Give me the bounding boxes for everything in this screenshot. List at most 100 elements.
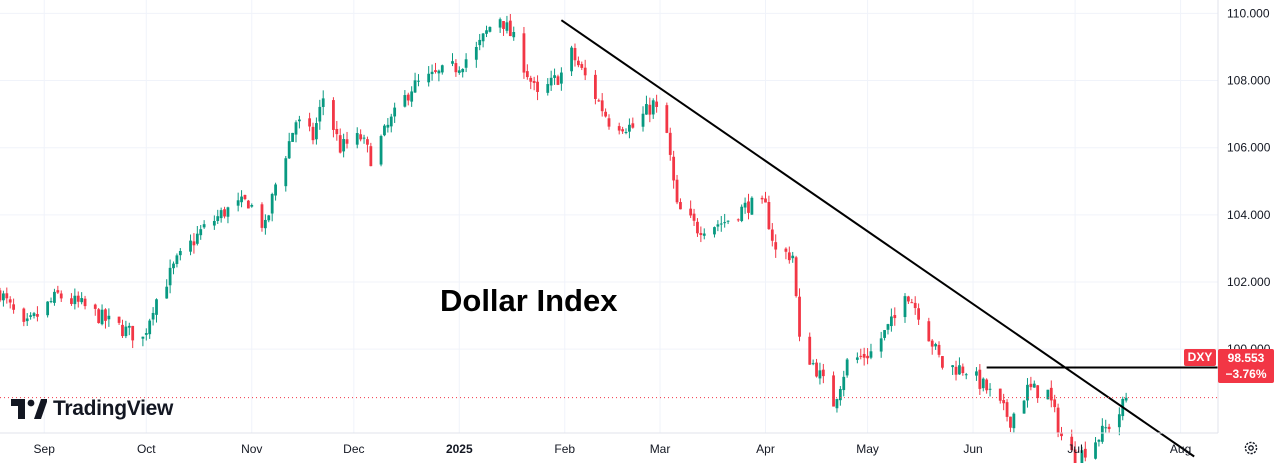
candle-body — [604, 111, 607, 117]
candle-body — [359, 134, 363, 140]
candle-body — [430, 71, 434, 75]
candle — [219, 207, 223, 223]
candle-body — [457, 70, 461, 73]
candle — [155, 298, 158, 323]
candle — [454, 59, 458, 77]
candle-body — [362, 137, 366, 139]
candle — [978, 364, 982, 395]
candle-body — [672, 156, 676, 181]
last-price-value: 98.553 — [1227, 351, 1265, 365]
candle — [56, 285, 60, 295]
candle — [168, 259, 172, 294]
candle — [223, 206, 226, 219]
candle-body — [202, 224, 206, 228]
candle — [675, 174, 679, 205]
candle — [617, 122, 621, 135]
candle — [457, 66, 461, 75]
candle — [80, 292, 84, 305]
candle-body — [845, 359, 849, 376]
candle — [212, 215, 216, 230]
candle-body — [855, 357, 859, 360]
candle — [267, 214, 271, 223]
candle-body — [818, 370, 822, 379]
candle-body — [93, 304, 97, 309]
candle — [410, 86, 414, 107]
candle — [597, 98, 601, 102]
candle — [886, 323, 890, 335]
candle-body — [440, 65, 444, 73]
candle — [767, 195, 771, 230]
candle — [127, 322, 131, 336]
gear-icon[interactable] — [1243, 440, 1259, 456]
candle-body — [859, 355, 863, 357]
candle-body — [155, 299, 158, 315]
time-axis[interactable]: Sep Oct Nov Dec 2025 Feb Mar Apr May Jun Jul Aug — [34, 442, 1192, 456]
candle — [332, 97, 335, 138]
candle — [723, 213, 727, 228]
candle-body — [417, 80, 420, 82]
price-axis[interactable]: 110.000108.000106.000104.000102.000100.0… — [1227, 6, 1271, 356]
candle — [1029, 376, 1033, 391]
candle-body — [559, 72, 563, 84]
candle-body — [648, 104, 652, 115]
x-tick-label: Nov — [241, 442, 262, 456]
candle — [665, 102, 669, 134]
candle-body — [981, 378, 985, 389]
x-tick-label: Jul — [1067, 442, 1082, 456]
candle — [770, 223, 774, 247]
candle-body — [631, 123, 635, 128]
chart-title: Dollar Index — [440, 283, 618, 318]
candle — [434, 62, 437, 74]
brand-logo[interactable]: TradingView — [11, 397, 173, 421]
candle-body — [593, 74, 597, 99]
candle-body — [651, 100, 655, 115]
candle-body — [226, 207, 230, 217]
candle — [1097, 439, 1101, 447]
candle-body — [1056, 407, 1060, 433]
candle — [774, 234, 778, 258]
candle-body — [144, 333, 148, 335]
candle — [59, 290, 63, 302]
candle-body — [883, 330, 886, 338]
candle-body — [212, 220, 216, 226]
candle — [481, 32, 485, 48]
candle-body — [192, 241, 196, 246]
candle-body — [49, 301, 53, 303]
candle-body — [121, 324, 124, 337]
candle-body — [294, 122, 298, 135]
candle-body — [607, 118, 611, 127]
candle-body — [345, 139, 349, 144]
candle-body — [832, 375, 835, 407]
candle — [274, 182, 277, 201]
candle-body — [474, 46, 478, 60]
candle — [958, 357, 961, 375]
candle — [1117, 407, 1121, 436]
trend-line[interactable] — [560, 19, 1195, 458]
candle-body — [675, 179, 679, 203]
candle-body — [862, 353, 866, 358]
candle — [1104, 419, 1108, 433]
candle-body — [937, 344, 941, 355]
candle — [263, 214, 267, 235]
candle — [964, 372, 968, 380]
candle-body — [1005, 402, 1009, 417]
candle — [393, 102, 397, 123]
candle-body — [1026, 384, 1029, 401]
candle-body — [298, 119, 301, 122]
candle — [651, 98, 655, 119]
candle-body — [1049, 387, 1053, 401]
candle-body — [736, 219, 740, 221]
candle-body — [488, 26, 492, 32]
candle-body — [696, 221, 699, 234]
candle — [451, 53, 454, 67]
candle-body — [692, 213, 696, 221]
candle-body — [454, 63, 458, 73]
candle-body — [141, 336, 145, 339]
candle — [335, 120, 339, 141]
candle-body — [985, 379, 989, 391]
candle-body — [151, 312, 155, 320]
candle — [1124, 392, 1128, 403]
candle — [689, 200, 693, 219]
candle-body — [573, 48, 577, 61]
